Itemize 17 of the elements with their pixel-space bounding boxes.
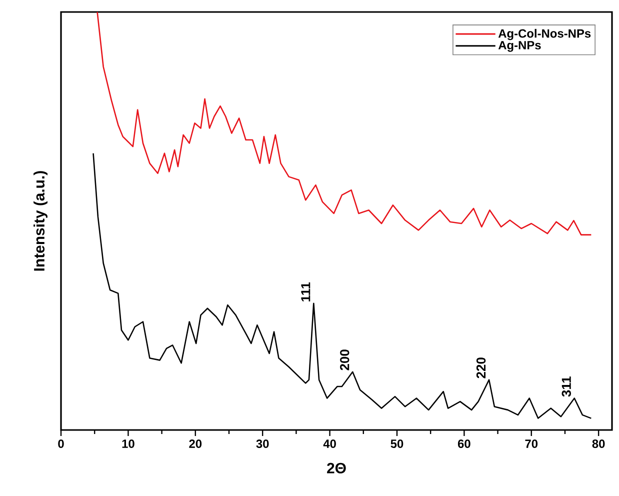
- legend-label: Ag-Col-Nos-NPs: [498, 28, 591, 40]
- annotation: 311: [562, 376, 571, 397]
- annotation: 111: [301, 282, 310, 302]
- x-tick-label: 60: [458, 440, 470, 448]
- x-tick-label: 30: [256, 440, 269, 448]
- x-tick-label: 20: [189, 440, 202, 448]
- annotation: 200: [340, 350, 350, 370]
- x-tick-label: 80: [592, 440, 605, 448]
- legend-label: Ag-NPs: [498, 41, 541, 52]
- annotation: 220: [476, 358, 486, 378]
- x-tick-label: 50: [390, 440, 404, 448]
- x-axis-title: 2Θ: [327, 462, 346, 474]
- y-axis-title: Intensity (a.u.): [34, 171, 48, 271]
- x-tick-label: 70: [525, 440, 538, 448]
- x-tick-label: 0: [58, 440, 64, 448]
- x-tick-label: 10: [122, 440, 134, 448]
- x-tick-label: 40: [323, 440, 336, 448]
